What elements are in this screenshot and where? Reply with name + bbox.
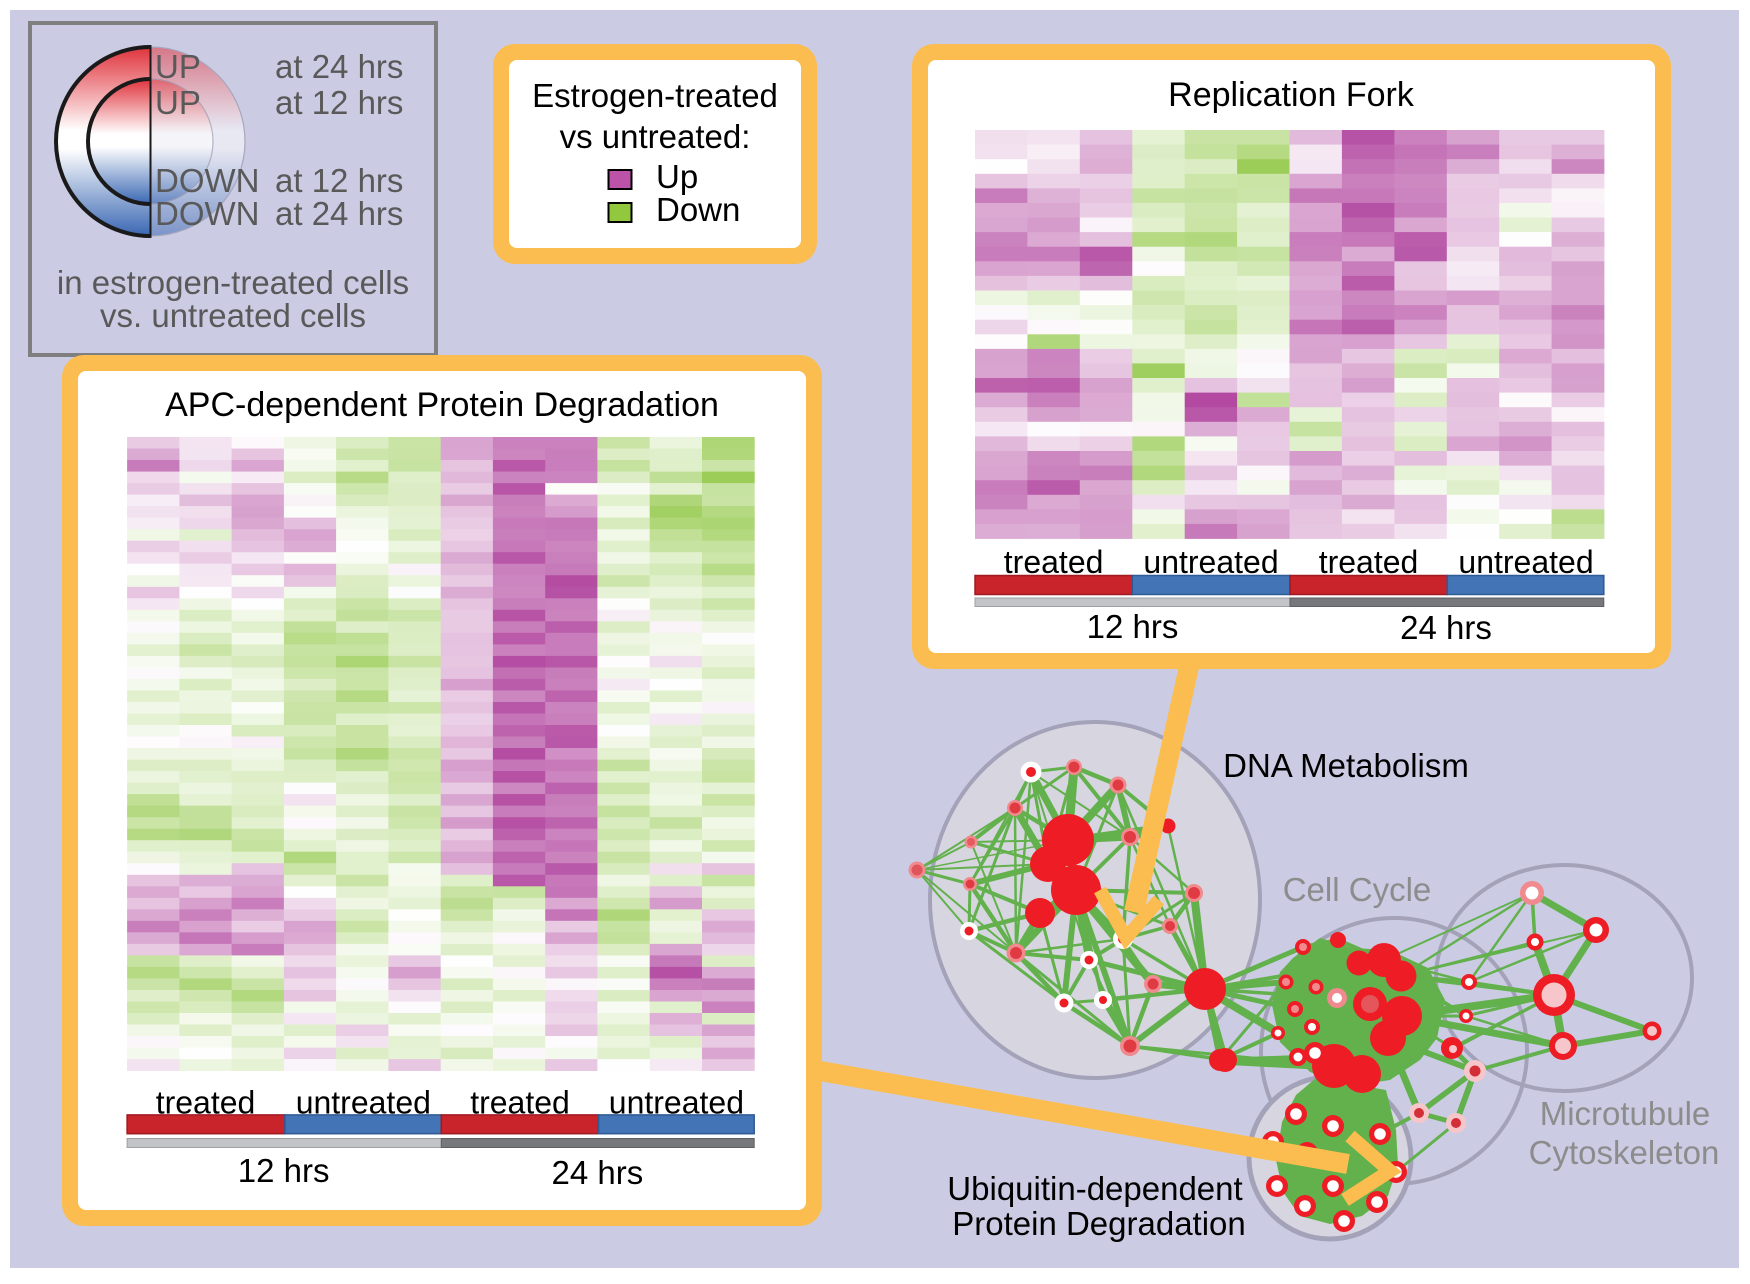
svg-text:untreated: untreated bbox=[1458, 544, 1593, 580]
svg-text:vs untreated:: vs untreated: bbox=[560, 118, 751, 155]
svg-text:Up: Up bbox=[656, 158, 698, 195]
svg-text:Ubiquitin-dependent: Ubiquitin-dependent bbox=[947, 1170, 1242, 1207]
svg-text:at 24 hrs: at 24 hrs bbox=[275, 195, 403, 232]
svg-text:DNA Metabolism: DNA Metabolism bbox=[1223, 747, 1469, 784]
svg-text:Cell Cycle: Cell Cycle bbox=[1283, 871, 1432, 908]
svg-text:DOWN: DOWN bbox=[155, 162, 259, 199]
svg-text:Microtubule: Microtubule bbox=[1540, 1095, 1711, 1132]
svg-text:DOWN: DOWN bbox=[155, 195, 259, 232]
svg-text:Estrogen-treated: Estrogen-treated bbox=[532, 77, 778, 114]
svg-text:UP: UP bbox=[155, 84, 201, 121]
svg-text:APC-dependent Protein Degradat: APC-dependent Protein Degradation bbox=[165, 386, 719, 424]
svg-text:Down: Down bbox=[656, 191, 740, 228]
svg-text:12 hrs: 12 hrs bbox=[238, 1152, 330, 1189]
svg-text:24 hrs: 24 hrs bbox=[1400, 609, 1492, 646]
svg-text:Cytoskeleton: Cytoskeleton bbox=[1529, 1134, 1720, 1171]
svg-text:treated: treated bbox=[1319, 544, 1419, 580]
svg-text:at 12 hrs: at 12 hrs bbox=[275, 162, 403, 199]
svg-text:12 hrs: 12 hrs bbox=[1087, 608, 1179, 645]
svg-text:vs. untreated cells: vs. untreated cells bbox=[100, 297, 366, 334]
svg-text:at 24 hrs: at 24 hrs bbox=[275, 48, 403, 85]
svg-text:Replication Fork: Replication Fork bbox=[1168, 76, 1415, 114]
svg-text:UP: UP bbox=[155, 48, 201, 85]
svg-text:Protein Degradation: Protein Degradation bbox=[952, 1205, 1246, 1242]
svg-text:at 12 hrs: at 12 hrs bbox=[275, 84, 403, 121]
svg-text:in estrogen-treated cells: in estrogen-treated cells bbox=[57, 264, 409, 301]
svg-text:treated: treated bbox=[1004, 544, 1104, 580]
svg-text:untreated: untreated bbox=[1143, 544, 1278, 580]
svg-text:24 hrs: 24 hrs bbox=[552, 1154, 644, 1191]
